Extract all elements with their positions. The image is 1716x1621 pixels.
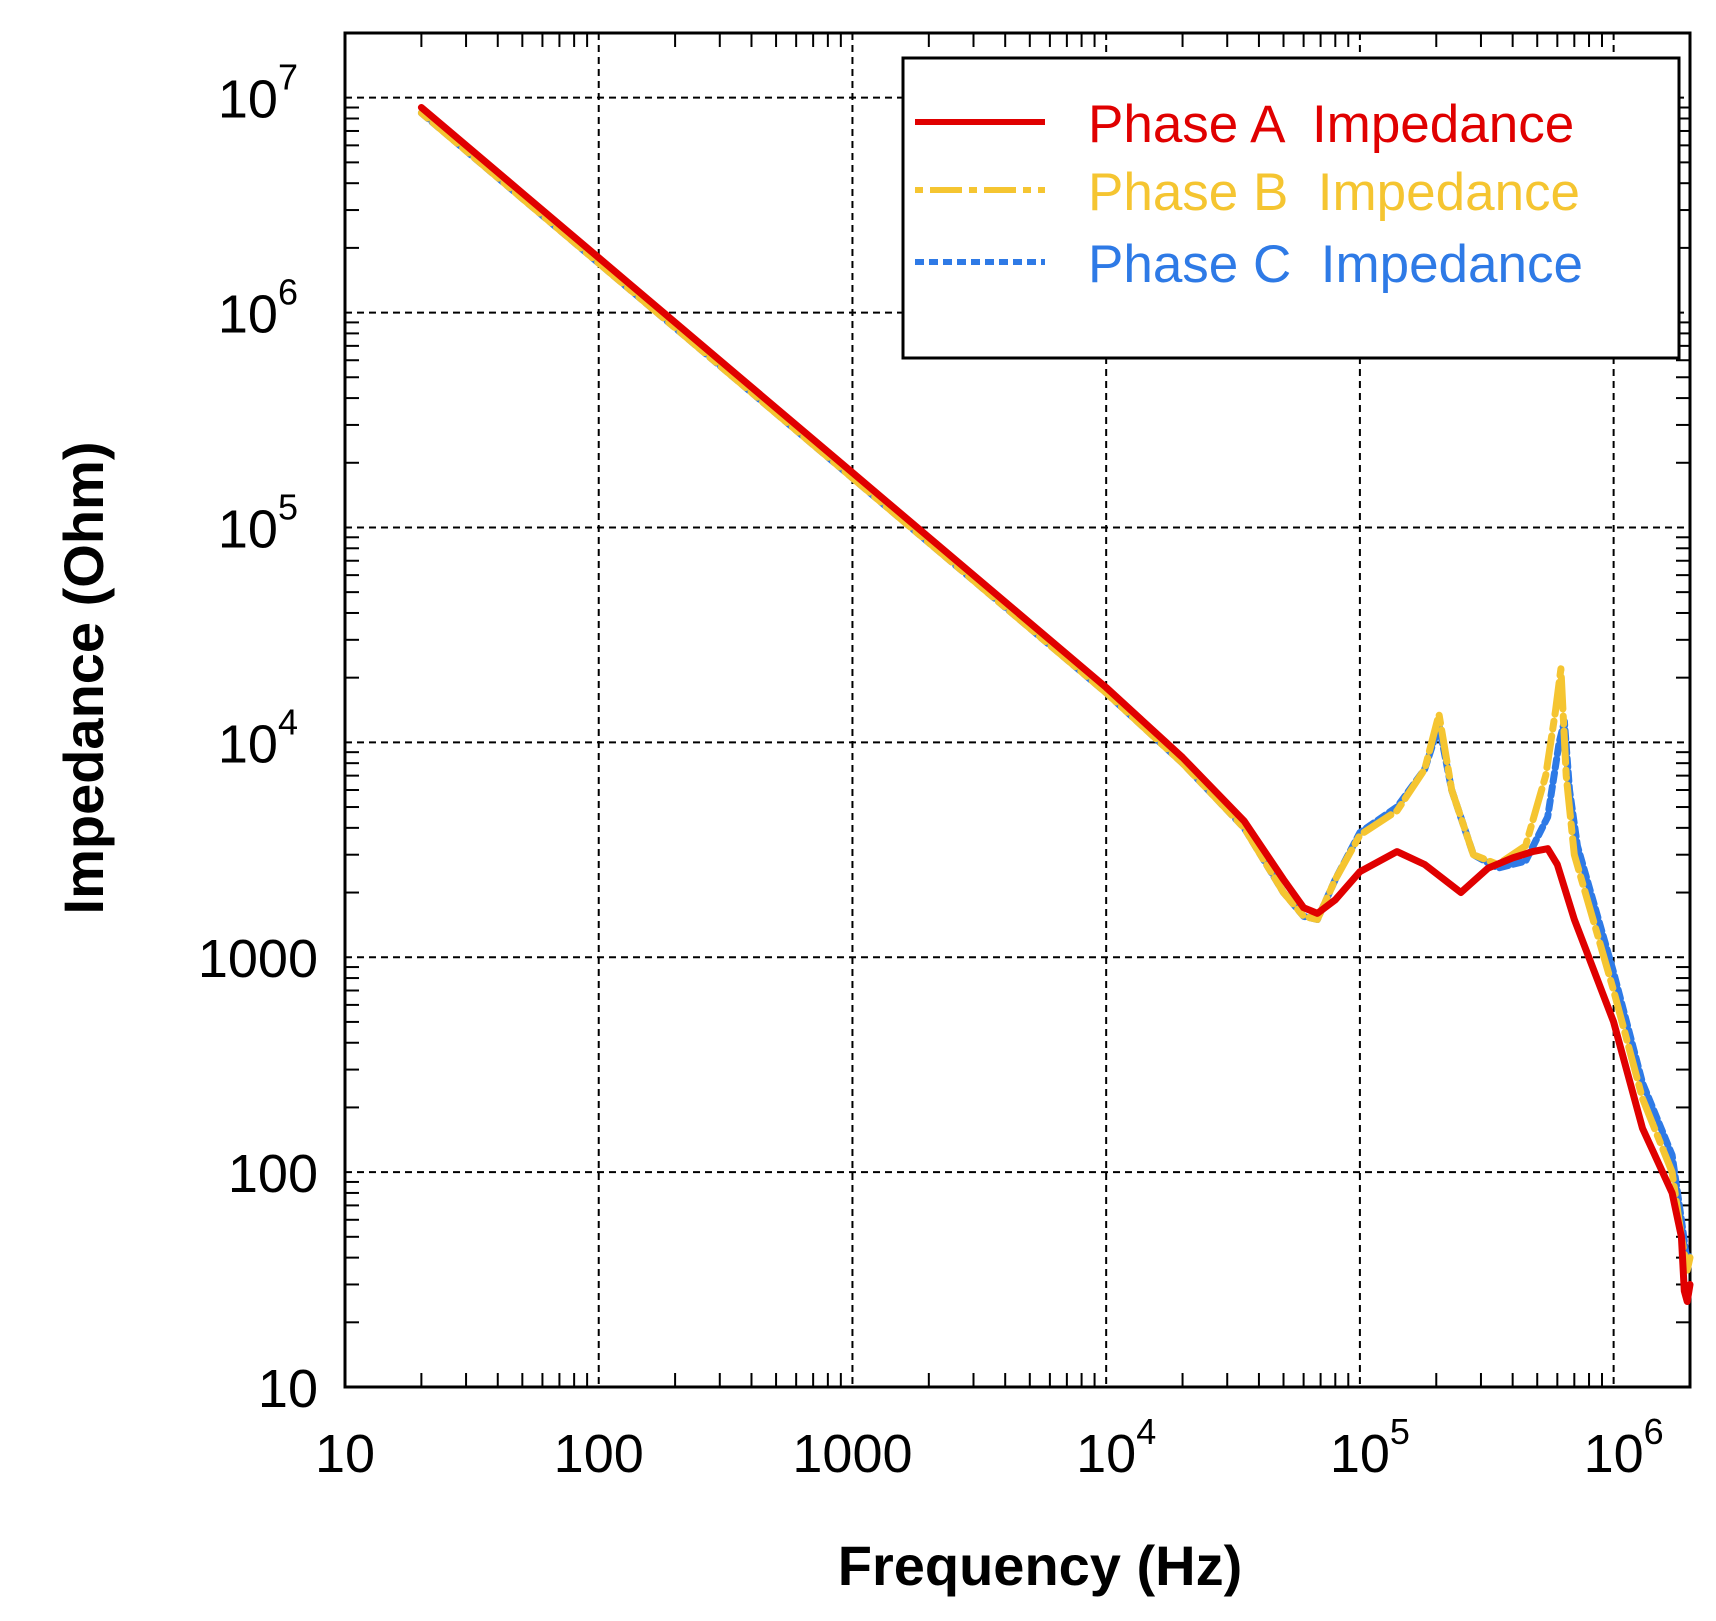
x-axis-title: Frequency (Hz) (838, 1534, 1243, 1597)
minor-ticks (345, 32, 1691, 1387)
y-axis-title: Impedance (Ohm) (52, 442, 115, 915)
y-tick-labels: 10 100 1000 104 105 106 107 (198, 57, 318, 1419)
x-tick-label: 1000 (792, 1424, 912, 1484)
x-tick-label: 105 (1330, 1411, 1410, 1484)
legend-box (901, 56, 1681, 360)
legend: Phase A Impedance Phase B Impedance Phas… (901, 56, 1681, 360)
y-tick-label: 106 (218, 272, 298, 345)
y-tick-label: 100 (228, 1144, 318, 1204)
y-tick-label: 104 (218, 701, 298, 774)
x-tick-label: 106 (1584, 1411, 1664, 1484)
series-line-phase-a (417, 104, 1694, 1305)
y-tick-label: 105 (218, 486, 298, 559)
x-tick-label: 10 (315, 1424, 375, 1484)
legend-label-phase-b: Phase B Impedance (1088, 163, 1580, 222)
x-tick-labels: 10 100 1000 104 105 106 (315, 1411, 1664, 1484)
x-tick-label: 100 (554, 1424, 644, 1484)
y-tick-label: 10 (258, 1359, 318, 1419)
series-line-phase-b (417, 109, 1694, 1274)
y-tick-label: 107 (218, 57, 298, 130)
y-tick-label: 1000 (198, 929, 318, 989)
legend-label-phase-a: Phase A Impedance (1088, 95, 1574, 154)
series-group (417, 104, 1694, 1305)
x-tick-label: 104 (1076, 1411, 1156, 1484)
plot-area-frame (343, 31, 1692, 1389)
legend-label-phase-c: Phase C Impedance (1088, 235, 1583, 294)
